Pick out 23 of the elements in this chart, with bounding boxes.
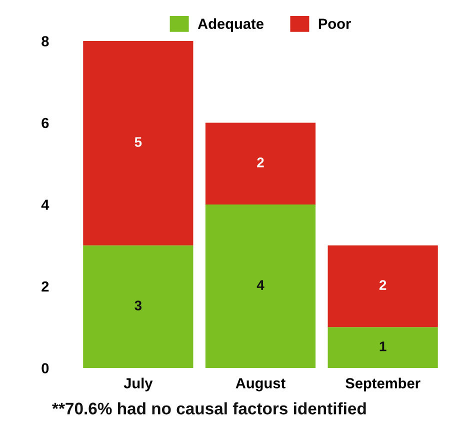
x-tick-label: July xyxy=(124,378,153,392)
data-label: 5 xyxy=(134,137,142,147)
bar xyxy=(205,122,316,204)
data-label: 4 xyxy=(256,280,264,290)
y-tick-label: 6 xyxy=(42,118,49,128)
legend-label: Poor xyxy=(318,18,351,29)
data-label: 3 xyxy=(134,300,142,310)
data-label: 2 xyxy=(257,158,264,168)
x-tick-label: August xyxy=(236,378,286,392)
y-tick-label: 0 xyxy=(42,363,49,374)
text: **70.6% had no causal factors identified xyxy=(52,402,366,414)
y-tick-label: 2 xyxy=(42,281,49,292)
legend-label: Adequate xyxy=(198,18,264,32)
x-tick-label: September xyxy=(346,378,420,392)
bar xyxy=(83,245,194,368)
y-tick-label: 8 xyxy=(42,36,49,46)
bar xyxy=(328,245,438,328)
data-label: 2 xyxy=(379,280,386,290)
bar xyxy=(83,41,194,246)
y-tick-label: 4 xyxy=(41,200,50,210)
bar xyxy=(328,327,438,368)
bar xyxy=(205,204,316,368)
data-label: 1 xyxy=(380,342,386,352)
